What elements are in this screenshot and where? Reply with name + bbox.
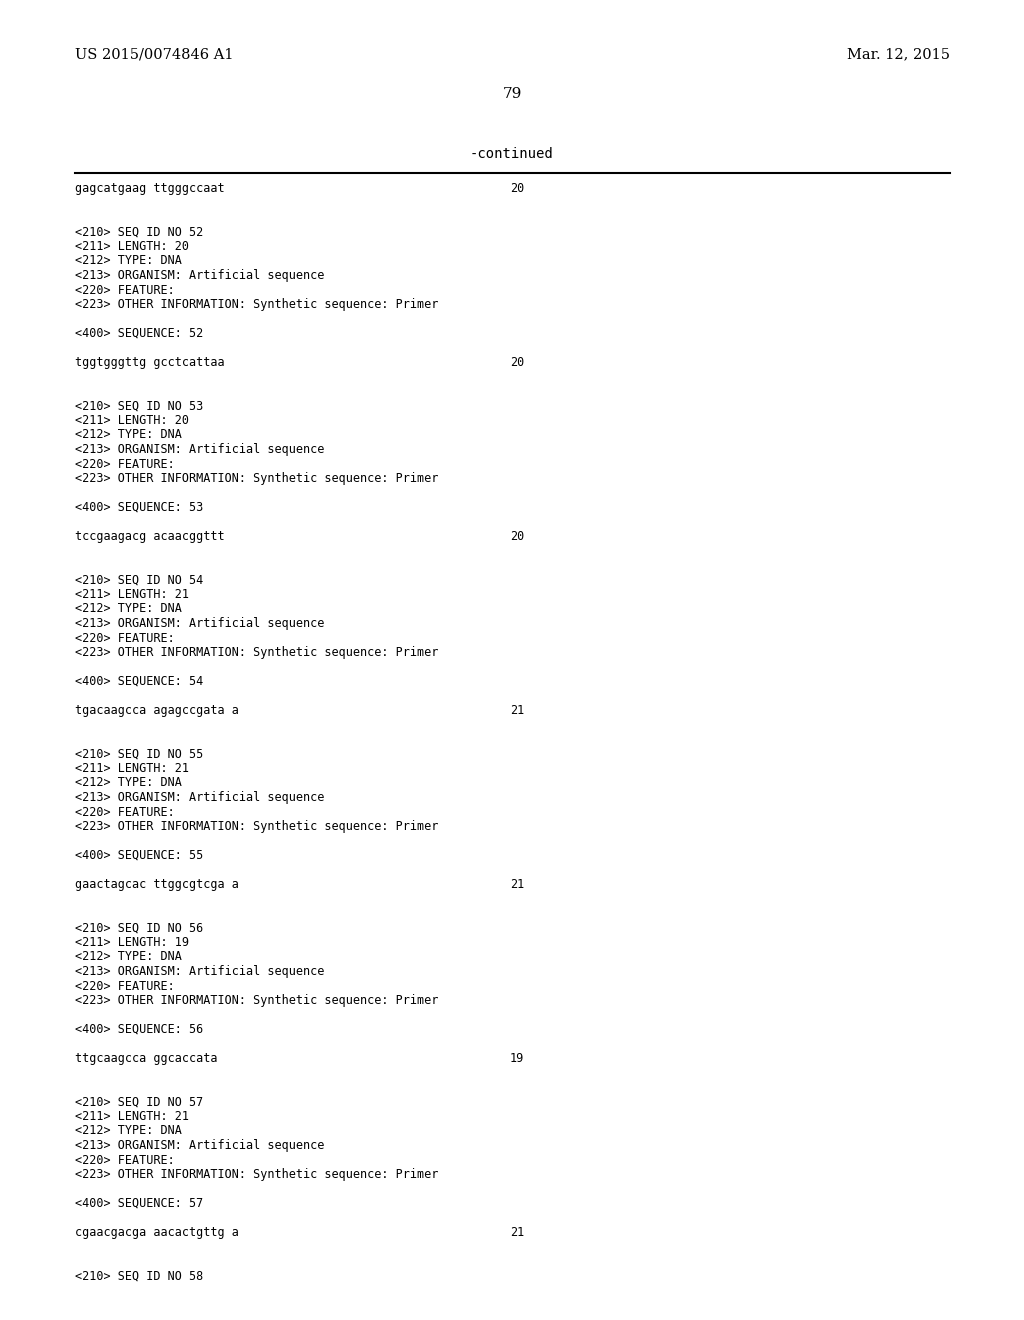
Text: <210> SEQ ID NO 56: <210> SEQ ID NO 56 [75, 921, 203, 935]
Text: <210> SEQ ID NO 52: <210> SEQ ID NO 52 [75, 226, 203, 239]
Text: Mar. 12, 2015: Mar. 12, 2015 [847, 48, 950, 61]
Text: <220> FEATURE:: <220> FEATURE: [75, 805, 175, 818]
Text: <210> SEQ ID NO 53: <210> SEQ ID NO 53 [75, 400, 203, 412]
Text: <220> FEATURE:: <220> FEATURE: [75, 979, 175, 993]
Text: <211> LENGTH: 21: <211> LENGTH: 21 [75, 762, 189, 775]
Text: <223> OTHER INFORMATION: Synthetic sequence: Primer: <223> OTHER INFORMATION: Synthetic seque… [75, 994, 438, 1007]
Text: <211> LENGTH: 21: <211> LENGTH: 21 [75, 587, 189, 601]
Text: <212> TYPE: DNA: <212> TYPE: DNA [75, 1125, 182, 1138]
Text: 20: 20 [510, 182, 524, 195]
Text: 21: 21 [510, 704, 524, 717]
Text: <210> SEQ ID NO 58: <210> SEQ ID NO 58 [75, 1270, 203, 1283]
Text: <400> SEQUENCE: 54: <400> SEQUENCE: 54 [75, 675, 203, 688]
Text: <210> SEQ ID NO 55: <210> SEQ ID NO 55 [75, 747, 203, 760]
Text: tgacaagcca agagccgata a: tgacaagcca agagccgata a [75, 704, 239, 717]
Text: <213> ORGANISM: Artificial sequence: <213> ORGANISM: Artificial sequence [75, 616, 325, 630]
Text: <400> SEQUENCE: 55: <400> SEQUENCE: 55 [75, 849, 203, 862]
Text: <400> SEQUENCE: 57: <400> SEQUENCE: 57 [75, 1197, 203, 1210]
Text: <213> ORGANISM: Artificial sequence: <213> ORGANISM: Artificial sequence [75, 791, 325, 804]
Text: <400> SEQUENCE: 56: <400> SEQUENCE: 56 [75, 1023, 203, 1036]
Text: <210> SEQ ID NO 54: <210> SEQ ID NO 54 [75, 573, 203, 586]
Text: <220> FEATURE:: <220> FEATURE: [75, 284, 175, 297]
Text: US 2015/0074846 A1: US 2015/0074846 A1 [75, 48, 233, 61]
Text: 79: 79 [503, 87, 521, 102]
Text: <223> OTHER INFORMATION: Synthetic sequence: Primer: <223> OTHER INFORMATION: Synthetic seque… [75, 645, 438, 659]
Text: <223> OTHER INFORMATION: Synthetic sequence: Primer: <223> OTHER INFORMATION: Synthetic seque… [75, 1168, 438, 1181]
Text: <223> OTHER INFORMATION: Synthetic sequence: Primer: <223> OTHER INFORMATION: Synthetic seque… [75, 820, 438, 833]
Text: 21: 21 [510, 1226, 524, 1239]
Text: <210> SEQ ID NO 57: <210> SEQ ID NO 57 [75, 1096, 203, 1109]
Text: <211> LENGTH: 20: <211> LENGTH: 20 [75, 240, 189, 253]
Text: gaactagcac ttggcgtcga a: gaactagcac ttggcgtcga a [75, 878, 239, 891]
Text: <213> ORGANISM: Artificial sequence: <213> ORGANISM: Artificial sequence [75, 269, 325, 282]
Text: 19: 19 [510, 1052, 524, 1065]
Text: <220> FEATURE:: <220> FEATURE: [75, 1154, 175, 1167]
Text: cgaacgacga aacactgttg a: cgaacgacga aacactgttg a [75, 1226, 239, 1239]
Text: <400> SEQUENCE: 53: <400> SEQUENCE: 53 [75, 502, 203, 513]
Text: <223> OTHER INFORMATION: Synthetic sequence: Primer: <223> OTHER INFORMATION: Synthetic seque… [75, 473, 438, 484]
Text: gagcatgaag ttgggccaat: gagcatgaag ttgggccaat [75, 182, 224, 195]
Text: -continued: -continued [470, 147, 554, 161]
Text: tccgaagacg acaacggttt: tccgaagacg acaacggttt [75, 531, 224, 543]
Text: ttgcaagcca ggcaccata: ttgcaagcca ggcaccata [75, 1052, 217, 1065]
Text: <212> TYPE: DNA: <212> TYPE: DNA [75, 255, 182, 268]
Text: <211> LENGTH: 20: <211> LENGTH: 20 [75, 414, 189, 426]
Text: <223> OTHER INFORMATION: Synthetic sequence: Primer: <223> OTHER INFORMATION: Synthetic seque… [75, 298, 438, 312]
Text: <212> TYPE: DNA: <212> TYPE: DNA [75, 776, 182, 789]
Text: <213> ORGANISM: Artificial sequence: <213> ORGANISM: Artificial sequence [75, 444, 325, 455]
Text: 21: 21 [510, 878, 524, 891]
Text: <211> LENGTH: 19: <211> LENGTH: 19 [75, 936, 189, 949]
Text: <211> LENGTH: 21: <211> LENGTH: 21 [75, 1110, 189, 1123]
Text: tggtgggttg gcctcattaa: tggtgggttg gcctcattaa [75, 356, 224, 370]
Text: <400> SEQUENCE: 52: <400> SEQUENCE: 52 [75, 327, 203, 341]
Text: <212> TYPE: DNA: <212> TYPE: DNA [75, 950, 182, 964]
Text: <220> FEATURE:: <220> FEATURE: [75, 631, 175, 644]
Text: <220> FEATURE:: <220> FEATURE: [75, 458, 175, 470]
Text: <213> ORGANISM: Artificial sequence: <213> ORGANISM: Artificial sequence [75, 1139, 325, 1152]
Text: <212> TYPE: DNA: <212> TYPE: DNA [75, 429, 182, 441]
Text: <213> ORGANISM: Artificial sequence: <213> ORGANISM: Artificial sequence [75, 965, 325, 978]
Text: 20: 20 [510, 356, 524, 370]
Text: 20: 20 [510, 531, 524, 543]
Text: <212> TYPE: DNA: <212> TYPE: DNA [75, 602, 182, 615]
